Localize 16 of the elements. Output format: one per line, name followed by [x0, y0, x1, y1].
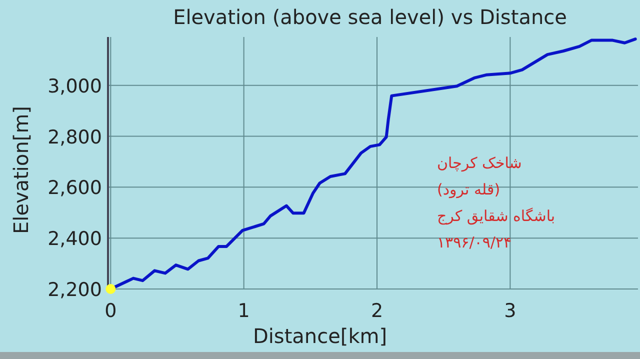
y-axis-title: Elevation[m] — [9, 106, 33, 234]
annotation: شاخک کرچان — [437, 154, 522, 172]
x-tick-label: 3 — [504, 300, 516, 322]
y-tick-label: 3,000 — [48, 75, 102, 98]
chart-title: Elevation (above sea level) vs Distance — [173, 5, 567, 29]
annotation: ۱۳۹۶/۰۹/۲۴ — [437, 234, 512, 252]
y-tick-label: 2,400 — [48, 228, 102, 250]
x-axis-title: Distance[km] — [252, 324, 388, 348]
x-tick-label: 2 — [370, 300, 384, 322]
y-tick-label: 2,600 — [48, 177, 102, 200]
y-tick-label: 2,800 — [48, 126, 102, 148]
x-tick-label: 1 — [238, 300, 250, 322]
x-tick-label: 0 — [104, 300, 117, 322]
annotation: باشگاه شقایق کرج — [437, 207, 556, 225]
y-tick-label: 2,200 — [48, 279, 102, 301]
annotation: (قله ترود) — [437, 180, 500, 198]
